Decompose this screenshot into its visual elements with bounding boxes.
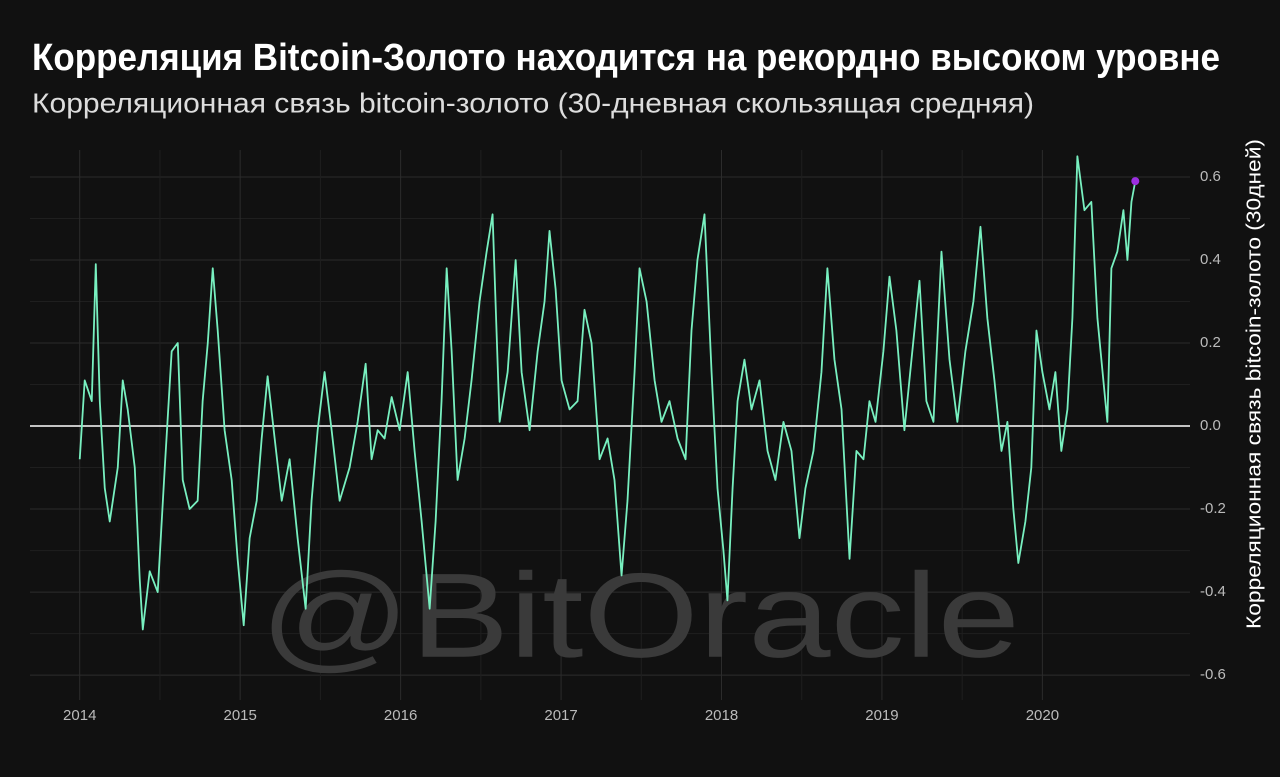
grid xyxy=(30,150,1190,700)
y-axis-title: Корреляционная связь bitcoin-золото (30д… xyxy=(1243,139,1265,629)
x-tick-label: 2015 xyxy=(223,707,256,724)
y-tick-label: 0.0 xyxy=(1200,417,1221,434)
x-tick-label: 2018 xyxy=(705,707,738,724)
y-tick-label: -0.2 xyxy=(1200,500,1226,517)
y-tick-label: 0.4 xyxy=(1200,251,1221,268)
y-tick-label: 0.2 xyxy=(1200,334,1221,351)
chart-title: Корреляция Bitcoin-Золото находится на р… xyxy=(32,37,1220,79)
x-tick-label: 2017 xyxy=(544,707,577,724)
y-tick-label: 0.6 xyxy=(1200,168,1221,185)
plot xyxy=(30,155,1190,631)
chart-subtitle: Корреляционная связь bitcoin-золото (30-… xyxy=(32,87,1034,118)
y-tick-label: -0.6 xyxy=(1200,666,1226,683)
x-tick-label: 2014 xyxy=(63,707,96,724)
x-tick-label: 2020 xyxy=(1026,707,1059,724)
x-tick-label: 2016 xyxy=(384,707,417,724)
line-series xyxy=(78,155,1137,631)
y-tick-label: -0.4 xyxy=(1200,583,1226,600)
x-tick-label: 2019 xyxy=(865,707,898,724)
last-point xyxy=(1131,177,1140,186)
watermark: @BitOracle xyxy=(260,549,1020,683)
